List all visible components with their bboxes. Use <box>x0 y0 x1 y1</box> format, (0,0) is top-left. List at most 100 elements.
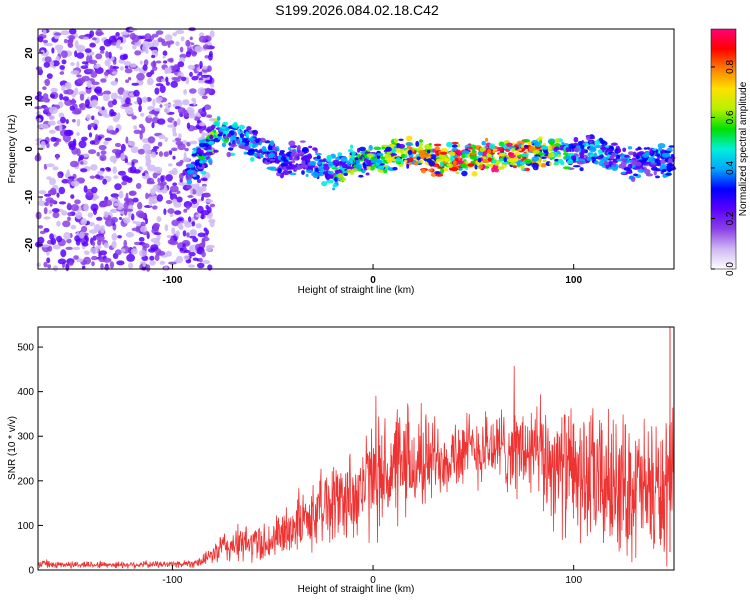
noise-blob <box>62 96 69 101</box>
ridge-blob <box>503 157 507 163</box>
ridge-blob <box>354 157 359 161</box>
noise-blob <box>196 258 200 262</box>
ridge-blob <box>488 143 496 150</box>
noise-blob <box>37 225 44 229</box>
noise-blob <box>52 166 59 171</box>
ridge-blob <box>469 152 477 156</box>
noise-blob <box>139 132 143 140</box>
noise-blob <box>149 255 155 261</box>
noise-blob <box>84 250 90 255</box>
noise-blob <box>107 125 114 131</box>
ridge-blob <box>317 172 325 177</box>
ridge-blob <box>355 164 363 170</box>
noise-blob <box>191 97 196 102</box>
noise-blob <box>204 79 213 84</box>
noise-blob <box>198 257 203 263</box>
noise-blob <box>164 106 170 114</box>
noise-blob <box>138 213 145 219</box>
ridge-blob <box>299 151 305 156</box>
noise-blob <box>166 234 172 239</box>
noise-blob <box>153 232 162 236</box>
ridge-blob <box>228 147 234 151</box>
ridge-blob <box>366 153 374 158</box>
ridge-blob <box>300 156 307 161</box>
ridge-blob <box>481 140 487 146</box>
noise-blob <box>98 144 107 151</box>
noise-blob <box>103 90 112 95</box>
spectrogram-y-tick-label: -10 <box>24 189 35 204</box>
ridge-blob <box>248 137 256 142</box>
noise-blob <box>151 200 157 205</box>
ridge-blob <box>216 116 221 121</box>
noise-blob <box>201 95 208 100</box>
ridge-blob <box>589 136 596 140</box>
noise-blob <box>209 203 216 208</box>
noise-blob <box>186 232 190 238</box>
ridge-blob <box>238 142 246 146</box>
ridge-blob <box>315 152 322 156</box>
noise-blob <box>96 151 100 157</box>
noise-blob <box>123 217 131 224</box>
ridge-blob <box>562 166 571 170</box>
noise-blob <box>95 31 105 36</box>
noise-blob <box>179 159 184 164</box>
noise-blob <box>103 199 113 207</box>
ridge-blob <box>548 145 552 151</box>
noise-blob <box>118 190 124 199</box>
ridge-blob <box>561 141 565 146</box>
ridge-blob <box>192 174 197 177</box>
noise-blob <box>187 106 193 114</box>
ridge-blob <box>430 172 437 177</box>
noise-blob <box>180 76 187 82</box>
ridge-blob <box>428 160 436 167</box>
noise-blob <box>191 204 198 209</box>
ridge-blob <box>282 170 290 176</box>
ridge-blob <box>390 148 397 154</box>
noise-blob <box>147 136 156 144</box>
ridge-blob <box>520 161 526 165</box>
noise-blob <box>175 230 180 237</box>
noise-blob <box>75 211 83 220</box>
noise-blob <box>125 192 129 201</box>
ridge-blob <box>223 138 229 144</box>
ridge-blob <box>611 165 619 171</box>
ridge-blob <box>531 162 539 168</box>
noise-blob <box>46 257 51 264</box>
colorbar-tick-label: 0.6 <box>725 110 736 124</box>
ridge-blob <box>326 179 334 184</box>
ridge-blob <box>457 167 463 171</box>
ridge-blob <box>497 166 505 170</box>
noise-blob <box>92 99 98 106</box>
noise-blob <box>159 181 167 186</box>
ridge-blob <box>398 138 404 141</box>
ridge-blob <box>471 148 476 154</box>
ridge-blob <box>309 160 317 166</box>
noise-blob <box>154 112 158 117</box>
noise-blob <box>89 42 96 48</box>
noise-blob <box>90 71 98 78</box>
ridge-blob <box>238 124 245 130</box>
noise-blob <box>43 106 49 111</box>
ridge-blob <box>588 146 597 153</box>
noise-blob <box>164 224 169 232</box>
ridge-blob <box>541 146 549 150</box>
snr-y-axis-label: SNR (10 * v/v) <box>7 416 18 480</box>
noise-blob <box>36 118 42 122</box>
ridge-blob <box>570 155 577 160</box>
noise-blob <box>49 177 56 186</box>
noise-blob <box>172 132 178 137</box>
ridge-blob <box>599 139 606 144</box>
spectrogram-y-tick-label: 0 <box>24 146 35 152</box>
ridge-blob <box>630 177 636 182</box>
ridge-blob <box>351 151 356 156</box>
ridge-blob <box>474 164 478 170</box>
ridge-blob <box>288 147 292 151</box>
noise-blob <box>101 106 105 111</box>
noise-blob <box>61 84 66 92</box>
noise-blob <box>103 242 109 249</box>
ridge-blob <box>311 171 319 177</box>
ridge-blob <box>565 147 570 153</box>
noise-blob <box>67 212 73 217</box>
noise-blob <box>174 210 182 215</box>
